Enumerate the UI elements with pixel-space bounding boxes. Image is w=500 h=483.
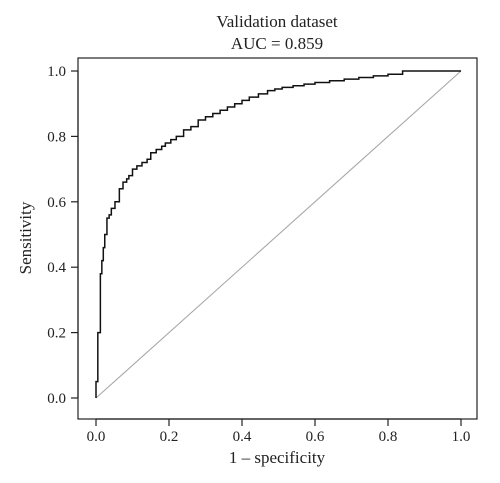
reference-line-layer xyxy=(95,70,462,399)
y-tick-label: 0.8 xyxy=(47,129,66,145)
y-axis: 0.0 0.2 0.4 0.6 0.8 1.0 xyxy=(47,64,79,407)
roc-curve-layer xyxy=(95,70,461,398)
roc-curve xyxy=(95,70,461,398)
y-axis-label: Sensitivity xyxy=(16,201,35,274)
x-axis: 0.0 0.2 0.4 0.6 0.8 1.0 xyxy=(87,418,471,445)
x-tick-label: 1.0 xyxy=(452,429,471,445)
x-axis-label: 1 – specificity xyxy=(229,448,326,467)
chart-subtitle: AUC = 0.859 xyxy=(231,34,323,53)
x-tick-label: 0.2 xyxy=(160,429,179,445)
x-tick-label: 0.0 xyxy=(87,429,106,445)
plot-frame xyxy=(77,57,478,420)
chart-title: Validation dataset xyxy=(216,12,338,31)
y-tick-label: 1.0 xyxy=(47,64,66,80)
x-tick-label: 0.4 xyxy=(233,429,252,445)
reference-diagonal-line xyxy=(95,70,462,399)
y-tick-label: 0.6 xyxy=(47,195,66,211)
y-tick-label: 0.0 xyxy=(47,391,66,407)
y-tick-label: 0.4 xyxy=(47,260,66,276)
x-tick-label: 0.8 xyxy=(379,429,398,445)
y-tick-label: 0.2 xyxy=(47,326,66,342)
x-tick-label: 0.6 xyxy=(306,429,325,445)
